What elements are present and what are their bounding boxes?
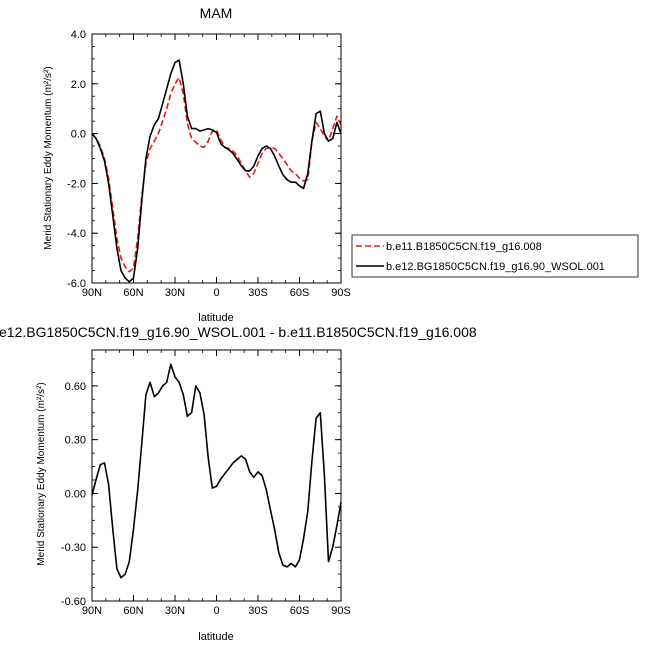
y-tick-label: -0.30 (61, 542, 86, 554)
chart-top-ticks: 90N 60N 30N 0 30S 60S 90S 4.0 2.0 0.0 -2.0 -4.0 -6.0 (67, 29, 351, 299)
x-tick-label: 30S (248, 287, 268, 299)
chart-bottom-plot-frame (91, 349, 342, 602)
chart-top-ylabel: Merid Stationary Eddy Momentum (m²/s²) (43, 66, 54, 249)
y-tick-label: 0.30 (65, 435, 86, 447)
y-tick-label: 2.0 (71, 79, 86, 91)
series-line-1 (91, 76, 342, 273)
chart-bottom-ticks: 90N 60N 30N 0 30S 60S 90S 0.60 0.30 0.00 -0.30 -0.6… (61, 350, 351, 617)
legend-label-series-1: b.e11.B1850C5CN.f19_g16.008 (386, 241, 542, 253)
x-tick-label: 60S (290, 605, 310, 617)
chart-bottom-title: b.e12.BG1850C5CN.f19_g16.90_WSOL.001 - b… (0, 324, 477, 340)
x-tick-label: 90N (82, 605, 102, 617)
y-tick-label: -4.0 (67, 228, 86, 240)
chart-bottom-series (91, 363, 342, 579)
y-tick-label: 0.60 (65, 381, 86, 393)
y-tick-label: -0.60 (61, 596, 86, 608)
y-tick-label: 0.0 (71, 129, 86, 141)
x-tick-label: 90N (82, 287, 102, 299)
chart-bottom-xlabel: latitude (198, 631, 233, 643)
x-tick-label: 0 (213, 287, 219, 299)
y-tick-label: 0.00 (65, 488, 86, 500)
chart-top-xlabel: latitude (198, 312, 233, 324)
series-line-2 (91, 59, 342, 283)
chart-top-title: MAM (200, 5, 233, 21)
legend-label-series-2: b.e12.BG1850C5CN.f19_g16.90_WSOL.001 (386, 261, 605, 273)
chart-top-plot-frame (91, 33, 342, 284)
chart-bottom-ylabel: Merid Stationary Eddy Momentum (m²/s²) (36, 382, 47, 565)
chart-top-series (91, 59, 342, 283)
x-tick-label: 60S (290, 287, 310, 299)
chart-top: MAM Merid Stationary Eddy Momentum (m²/s… (43, 5, 639, 324)
chart-top-ylabel-text: Merid Stationary Eddy Momentum (m²/s²) (43, 66, 54, 249)
x-tick-label: 90S (331, 287, 351, 299)
y-tick-label: -6.0 (67, 278, 86, 290)
x-tick-label: 0 (213, 605, 219, 617)
chart-bottom: b.e12.BG1850C5CN.f19_g16.90_WSOL.001 - b… (0, 324, 477, 643)
chart-bottom-ylabel-text: Merid Stationary Eddy Momentum (m²/s²) (36, 382, 47, 565)
series-line-1 (91, 363, 342, 579)
y-tick-label: -2.0 (67, 178, 86, 190)
x-tick-label: 60N (123, 287, 143, 299)
chart-top-legend: b.e11.B1850C5CN.f19_g16.008 b.e12.BG1850… (351, 234, 639, 278)
y-tick-label: 4.0 (71, 29, 86, 41)
x-tick-label: 30N (165, 605, 185, 617)
legend-frame (351, 234, 639, 278)
x-tick-label: 60N (123, 605, 143, 617)
x-tick-label: 30S (248, 605, 268, 617)
x-tick-label: 90S (331, 605, 351, 617)
x-tick-label: 30N (165, 287, 185, 299)
